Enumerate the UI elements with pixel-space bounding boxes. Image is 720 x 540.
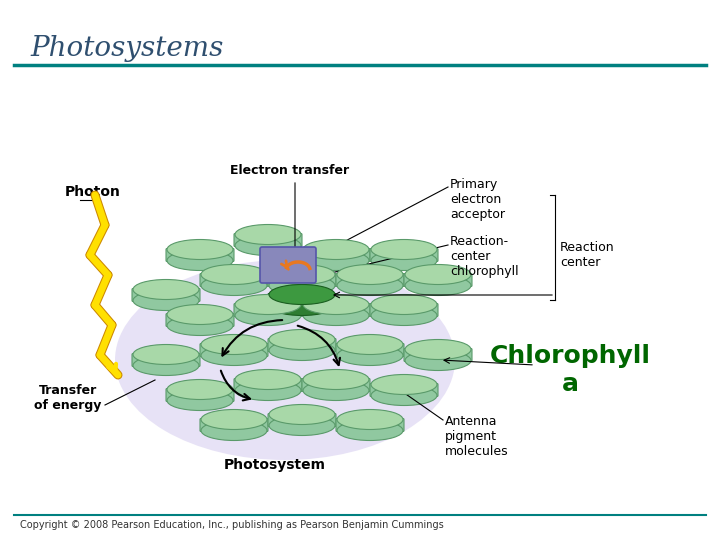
Ellipse shape <box>235 381 301 401</box>
Ellipse shape <box>337 346 403 366</box>
FancyBboxPatch shape <box>200 343 268 356</box>
Ellipse shape <box>201 265 267 285</box>
FancyBboxPatch shape <box>336 273 404 287</box>
FancyBboxPatch shape <box>166 388 234 402</box>
FancyBboxPatch shape <box>268 339 336 352</box>
Ellipse shape <box>371 306 437 326</box>
Ellipse shape <box>337 334 403 354</box>
Text: Electron transfer: Electron transfer <box>230 164 350 177</box>
Ellipse shape <box>167 305 233 325</box>
Ellipse shape <box>235 225 301 245</box>
Ellipse shape <box>235 369 301 389</box>
FancyBboxPatch shape <box>268 414 336 427</box>
FancyBboxPatch shape <box>370 383 438 396</box>
Ellipse shape <box>201 275 267 295</box>
Ellipse shape <box>201 409 267 429</box>
FancyBboxPatch shape <box>132 288 200 301</box>
Text: Copyright © 2008 Pearson Education, Inc., publishing as Pearson Benjamin Cumming: Copyright © 2008 Pearson Education, Inc.… <box>20 520 444 530</box>
Text: Transfer
of energy: Transfer of energy <box>35 384 102 412</box>
Ellipse shape <box>303 306 369 326</box>
Ellipse shape <box>133 280 199 300</box>
Ellipse shape <box>405 350 471 370</box>
Ellipse shape <box>303 381 369 401</box>
Ellipse shape <box>133 355 199 375</box>
Ellipse shape <box>337 409 403 429</box>
Ellipse shape <box>371 251 437 271</box>
FancyBboxPatch shape <box>302 303 370 316</box>
Ellipse shape <box>371 386 437 406</box>
Ellipse shape <box>167 240 233 260</box>
Text: Reaction
center: Reaction center <box>560 241 615 269</box>
FancyBboxPatch shape <box>166 314 234 327</box>
FancyBboxPatch shape <box>404 348 472 361</box>
Ellipse shape <box>235 294 301 314</box>
Ellipse shape <box>167 315 233 335</box>
Ellipse shape <box>269 285 335 305</box>
Ellipse shape <box>303 369 369 389</box>
FancyBboxPatch shape <box>234 379 302 392</box>
Ellipse shape <box>133 291 199 310</box>
Ellipse shape <box>405 275 471 295</box>
Text: Primary
electron
acceptor: Primary electron acceptor <box>450 178 505 221</box>
FancyBboxPatch shape <box>260 247 316 283</box>
FancyBboxPatch shape <box>302 248 370 261</box>
Ellipse shape <box>269 341 335 361</box>
FancyBboxPatch shape <box>234 233 302 246</box>
Ellipse shape <box>201 346 267 366</box>
Ellipse shape <box>167 380 233 400</box>
Ellipse shape <box>269 295 335 315</box>
Ellipse shape <box>405 265 471 285</box>
Ellipse shape <box>269 265 335 285</box>
Ellipse shape <box>167 390 233 410</box>
FancyBboxPatch shape <box>370 248 438 261</box>
FancyBboxPatch shape <box>166 248 234 261</box>
FancyBboxPatch shape <box>404 273 472 287</box>
FancyBboxPatch shape <box>268 294 336 307</box>
Ellipse shape <box>371 240 437 260</box>
FancyBboxPatch shape <box>234 303 302 316</box>
Text: Photosystems: Photosystems <box>30 35 223 62</box>
Ellipse shape <box>269 329 335 349</box>
Ellipse shape <box>405 340 471 360</box>
Text: Photon: Photon <box>65 185 121 199</box>
Ellipse shape <box>269 404 335 424</box>
Ellipse shape <box>235 306 301 326</box>
Ellipse shape <box>269 415 335 435</box>
Ellipse shape <box>167 251 233 271</box>
Ellipse shape <box>235 235 301 255</box>
Text: Reaction-
center
chlorophyll: Reaction- center chlorophyll <box>450 235 518 278</box>
Ellipse shape <box>115 260 455 460</box>
Text: Photosystem: Photosystem <box>224 458 326 472</box>
FancyBboxPatch shape <box>336 418 404 431</box>
FancyBboxPatch shape <box>132 354 200 367</box>
Text: Chlorophyll
a: Chlorophyll a <box>490 344 650 396</box>
Ellipse shape <box>303 294 369 314</box>
FancyBboxPatch shape <box>370 303 438 316</box>
Ellipse shape <box>201 334 267 354</box>
Ellipse shape <box>371 375 437 395</box>
Ellipse shape <box>337 421 403 441</box>
Ellipse shape <box>371 294 437 314</box>
Ellipse shape <box>133 345 199 364</box>
FancyBboxPatch shape <box>336 343 404 356</box>
Ellipse shape <box>303 240 369 260</box>
FancyBboxPatch shape <box>268 273 336 287</box>
FancyBboxPatch shape <box>200 273 268 287</box>
FancyBboxPatch shape <box>200 418 268 431</box>
Ellipse shape <box>269 275 335 295</box>
Text: Antenna
pigment
molecules: Antenna pigment molecules <box>445 415 508 458</box>
Ellipse shape <box>201 421 267 441</box>
Ellipse shape <box>337 265 403 285</box>
Ellipse shape <box>337 275 403 295</box>
FancyBboxPatch shape <box>302 379 370 392</box>
Ellipse shape <box>303 251 369 271</box>
